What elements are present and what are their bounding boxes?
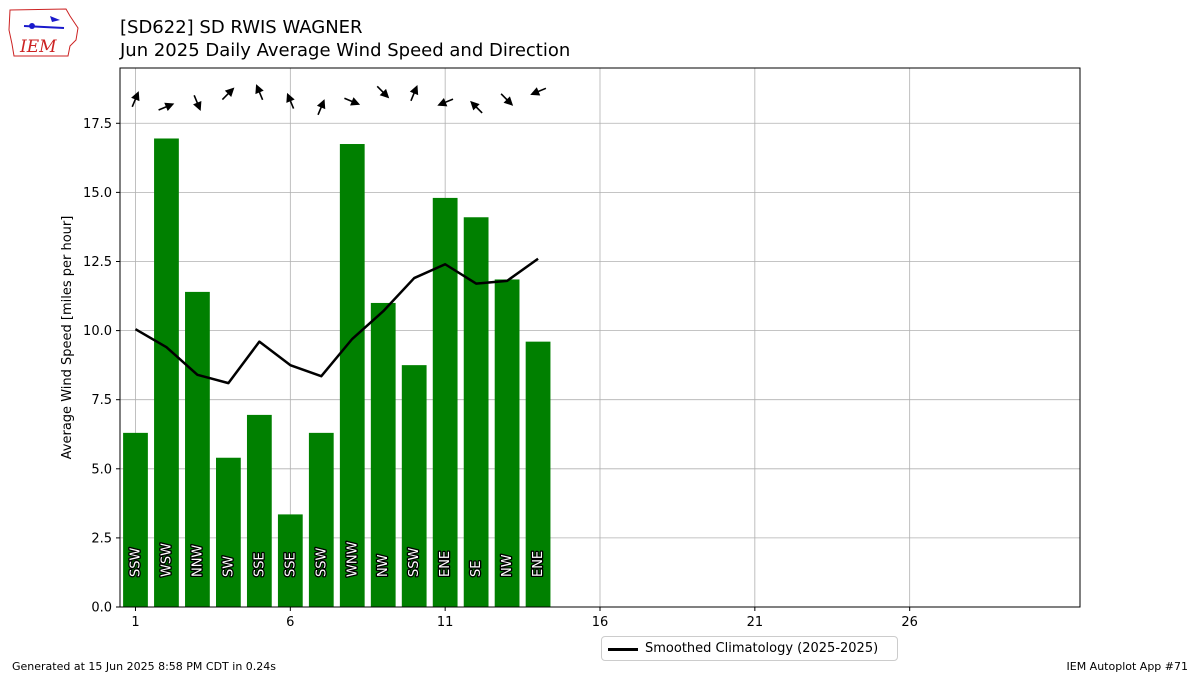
y-tick-label: 0.0 — [91, 601, 112, 616]
logo-text: IEM — [19, 37, 57, 57]
bar-day-14 — [525, 341, 551, 607]
climatology-line — [134, 257, 539, 385]
direction-label-day-3: NNW — [190, 545, 205, 577]
y-tick-label: 5.0 — [91, 462, 112, 477]
wind-arrow-icon-day-11 — [437, 98, 454, 107]
wind-arrow-head — [316, 99, 326, 110]
direction-labels-layer: SSW WSW NNW SW SSE SSE SSW WNW NW SSW ENE SE NW ENE — [127, 540, 547, 578]
x-tick-label: 6 — [286, 615, 294, 630]
wind-arrow-head — [470, 100, 480, 111]
direction-label-day-9: NW — [376, 554, 391, 577]
y-tick-label: 17.5 — [83, 117, 112, 132]
direction-label-day-1: SSW — [128, 547, 143, 577]
direction-label-day-7: SSW — [314, 547, 329, 577]
y-tick-label: 15.0 — [83, 186, 112, 201]
x-tick-label: 11 — [437, 615, 454, 630]
wind-arrow-icon-day-14 — [530, 87, 547, 96]
wind-arrow-icon-day-13 — [500, 93, 514, 106]
bar-day-12 — [463, 217, 489, 607]
legend-line-swatch — [608, 648, 638, 651]
wind-arrow-icon-day-4 — [221, 87, 235, 101]
bar-day-6 — [277, 514, 303, 607]
wind-arrow-icon-day-7 — [316, 99, 326, 116]
iowa-outline-icon — [8, 8, 79, 57]
logo-arrow-icon — [50, 16, 60, 22]
footer-generated-text: Generated at 15 Jun 2025 8:58 PM CDT in … — [12, 660, 277, 673]
chart-title-line2: Jun 2025 Daily Average Wind Speed and Di… — [120, 40, 571, 61]
bar-day-7 — [308, 432, 334, 607]
wind-arrow-icon-day-8 — [344, 97, 361, 106]
x-tick-label: 16 — [592, 615, 609, 630]
direction-label-day-10: SSW — [407, 547, 422, 577]
footer-app-text: IEM Autoplot App #71 — [1066, 660, 1189, 673]
direction-arrows-layer — [131, 84, 547, 116]
y-tick-label: 10.0 — [83, 324, 112, 339]
wind-arrow-head — [503, 96, 514, 106]
wind-arrow-icon-day-6 — [286, 92, 295, 109]
wind-arrow-icon-day-9 — [376, 85, 390, 99]
wind-arrow-head — [286, 92, 295, 103]
y-tick-label: 7.5 — [91, 393, 112, 408]
x-tick-label: 26 — [901, 615, 918, 630]
direction-label-day-5: SSE — [252, 552, 267, 577]
wind-arrow-icon-day-5 — [255, 84, 264, 101]
bar-day-8 — [339, 144, 365, 607]
wind-arrow-head — [193, 100, 202, 111]
bars-layer — [123, 138, 551, 607]
bar-day-13 — [494, 279, 520, 607]
direction-label-day-6: SSE — [283, 552, 298, 577]
wind-arrow-head — [224, 87, 235, 98]
y-tick-label: 2.5 — [91, 531, 112, 546]
x-tick-label: 1 — [131, 615, 139, 630]
x-tick-label: 21 — [747, 615, 764, 630]
wind-arrow-icon-day-10 — [409, 85, 419, 102]
wind-arrow-head — [131, 91, 140, 102]
bar-day-1 — [123, 432, 148, 607]
bar-day-4 — [216, 457, 241, 607]
direction-label-day-12: SE — [469, 561, 484, 577]
wind-arrow-icon-day-12 — [470, 100, 483, 114]
legend-label: Smoothed Climatology (2025-2025) — [645, 641, 879, 656]
bar-day-2 — [154, 138, 179, 607]
bar-day-11 — [432, 197, 458, 607]
bar-day-5 — [246, 414, 272, 607]
bar-day-3 — [185, 291, 210, 607]
wind-arrow-head — [409, 85, 419, 96]
logo-dot-icon — [29, 23, 35, 29]
direction-label-day-2: WSW — [159, 543, 174, 577]
wind-arrow-head — [379, 88, 390, 99]
wind-arrow-head — [437, 98, 448, 107]
direction-label-day-13: NW — [500, 554, 515, 577]
direction-label-day-8: WNW — [345, 541, 360, 577]
wind-arrow-head — [164, 102, 175, 112]
legend: Smoothed Climatology (2025-2025) — [601, 636, 898, 661]
y-axis-label: Average Wind Speed [miles per hour] — [60, 216, 75, 460]
bar-day-9 — [370, 302, 396, 607]
bar-day-10 — [401, 365, 427, 607]
wind-arrow-icon-day-1 — [131, 91, 140, 108]
wind-arrow-head — [350, 97, 361, 106]
direction-label-day-11: ENE — [438, 551, 453, 577]
wind-arrow-icon-day-2 — [158, 102, 175, 112]
direction-label-day-4: SW — [221, 556, 236, 577]
y-tick-label: 12.5 — [83, 255, 112, 270]
wind-arrow-head — [530, 87, 541, 96]
ticks-layer: 1 6 11 16 21 260.02.55.07.510.012.515.017.5 — [83, 117, 918, 630]
wind-arrow-icon-day-3 — [193, 94, 202, 111]
climatology-line-layer — [134, 257, 539, 385]
direction-label-day-14: ENE — [531, 551, 546, 577]
iem-logo: IEM — [8, 8, 79, 57]
chart-title-line1: [SD622] SD RWIS WAGNER — [120, 17, 363, 38]
wind-arrow-head — [255, 84, 264, 95]
